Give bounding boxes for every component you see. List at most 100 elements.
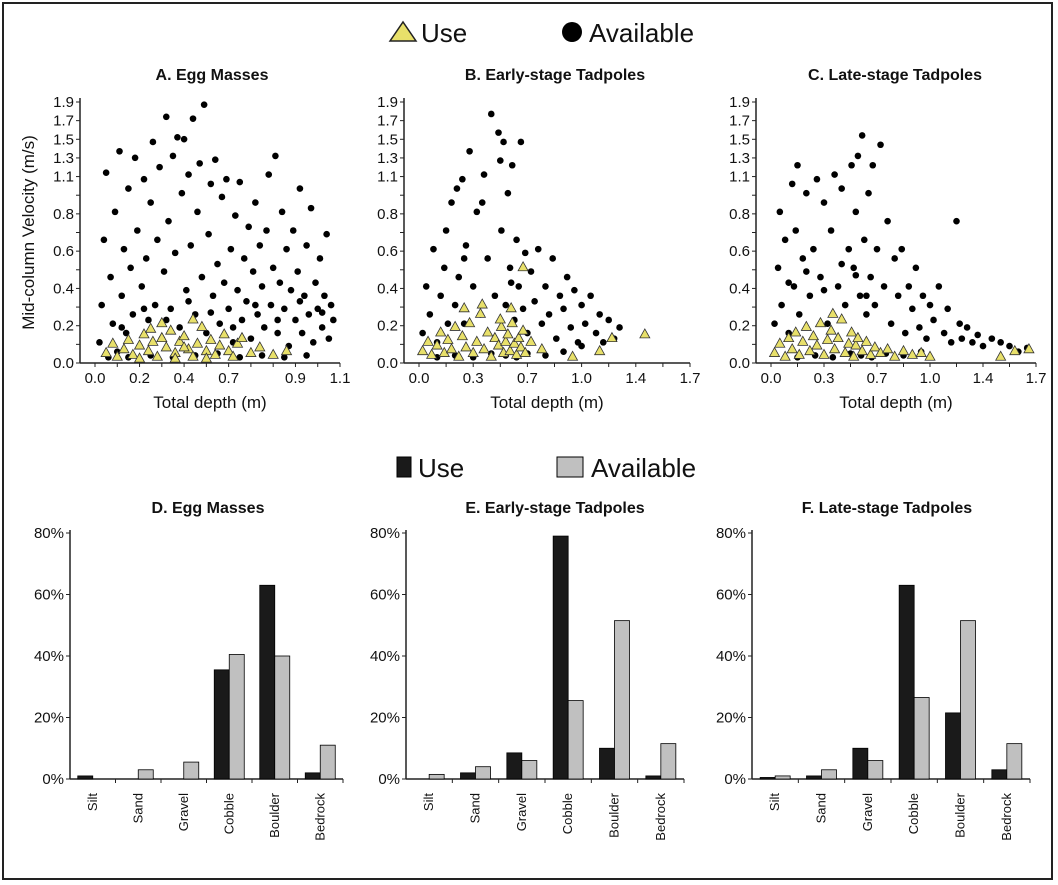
available-point <box>442 227 450 234</box>
available-point <box>189 115 197 122</box>
available-point <box>774 264 782 272</box>
available-point <box>258 352 266 359</box>
x-tick-label: 0.2 <box>129 370 150 387</box>
available-point <box>979 342 987 350</box>
available-point <box>274 329 281 337</box>
x-tick-label: 1.4 <box>625 370 646 387</box>
available-point <box>504 189 512 197</box>
use-point <box>793 348 805 359</box>
available-point <box>538 320 546 328</box>
available-point <box>940 329 948 337</box>
available-point <box>263 227 270 234</box>
use-point <box>494 313 506 324</box>
available-point <box>318 309 326 316</box>
available-point <box>240 255 248 262</box>
x-axis-label: Total depth (m) <box>839 393 952 412</box>
available-point <box>527 268 535 275</box>
available-point <box>596 311 603 318</box>
bar-available <box>428 773 445 780</box>
use-point <box>525 335 537 346</box>
available-point <box>869 161 877 169</box>
use-point <box>797 335 809 346</box>
use-point <box>828 342 841 354</box>
available-point <box>858 132 866 139</box>
scatter-panel-1: A. Egg Masses 0.0 0.2 0.4 0.6 0.8 1.1 1.3 1.51.7… <box>19 67 350 412</box>
available-point <box>140 175 148 183</box>
bar-available <box>660 743 677 780</box>
available-point <box>278 208 286 216</box>
use-point <box>165 324 177 335</box>
y-axis-label: Mid-column Velocity (m/s) <box>19 135 38 330</box>
available-point <box>781 236 789 244</box>
use-point <box>804 344 816 356</box>
use-point <box>852 331 864 343</box>
available-point <box>923 335 930 342</box>
available-point <box>997 339 1004 346</box>
available-point <box>834 283 842 290</box>
available-point <box>616 324 623 331</box>
available-point <box>131 154 139 162</box>
available-point <box>238 316 246 324</box>
bar-available <box>228 654 245 780</box>
available-point <box>592 329 600 337</box>
available-point <box>958 335 966 342</box>
available-point <box>254 311 261 318</box>
use-point <box>994 350 1007 361</box>
use-point <box>779 350 791 361</box>
y-tick-label: 1.7 <box>729 113 750 130</box>
available-point <box>519 305 527 313</box>
available-point <box>118 324 126 331</box>
bottom-legend: Use Available <box>396 453 696 483</box>
available-point <box>330 316 337 324</box>
available-point <box>487 110 495 118</box>
available-point <box>459 175 466 183</box>
use-point <box>467 346 479 357</box>
available-point <box>790 283 798 290</box>
y-tick-label: 60% <box>34 587 64 604</box>
available-point <box>258 283 266 290</box>
y-tick-label: 0.6 <box>53 243 74 260</box>
y-tick-label: 1.1 <box>377 169 398 186</box>
available-point <box>909 305 916 313</box>
available-point <box>806 292 814 300</box>
category-label: Gravel <box>176 793 191 831</box>
available-point <box>571 286 578 294</box>
y-tick-label: 0.2 <box>377 318 398 335</box>
available-point <box>176 324 183 331</box>
available-point <box>154 236 161 244</box>
available-point <box>125 185 132 192</box>
available-point <box>203 329 210 337</box>
use-point <box>145 322 157 333</box>
available-point <box>820 199 828 206</box>
available-point <box>167 305 175 313</box>
bar-available <box>319 744 336 780</box>
available-point <box>281 353 288 361</box>
available-point <box>296 185 304 192</box>
available-point <box>122 329 130 337</box>
x-tick-label: 0.0 <box>761 370 782 387</box>
available-point <box>252 199 259 206</box>
use-point <box>151 350 164 361</box>
x-tick-label: 0.4 <box>174 370 195 387</box>
available-point <box>850 264 857 272</box>
available-point <box>127 264 134 272</box>
available-point <box>287 286 295 294</box>
available-point <box>513 236 520 244</box>
bar-available <box>614 620 630 780</box>
bar-available <box>821 769 837 780</box>
available-point <box>799 255 807 262</box>
use-point <box>827 307 839 318</box>
y-tick-label: 1.3 <box>377 150 398 167</box>
use-point <box>173 335 186 346</box>
available-point <box>545 311 553 318</box>
bar-available <box>137 769 154 780</box>
available-point <box>803 268 810 275</box>
available-point <box>534 245 542 253</box>
bar-title: D. Egg Masses <box>152 500 265 517</box>
available-point <box>803 189 810 197</box>
available-point <box>930 316 937 324</box>
available-point <box>531 298 538 305</box>
available-point <box>860 236 868 244</box>
available-point <box>478 199 486 206</box>
use-point <box>481 326 494 337</box>
